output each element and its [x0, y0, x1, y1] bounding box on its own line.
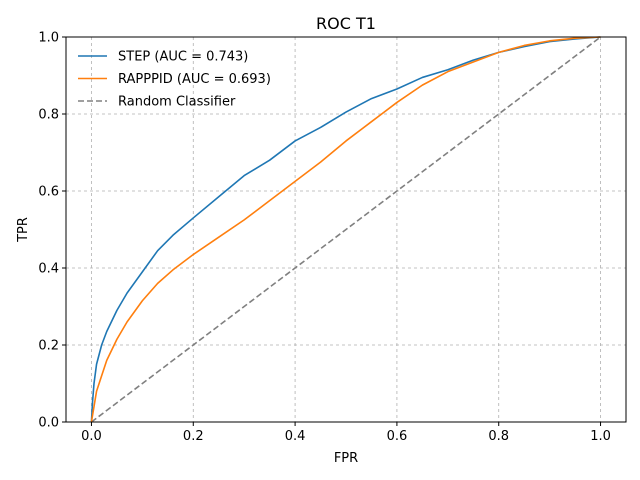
y-tick-label: 0.4 [38, 262, 59, 277]
x-tick-label: 0.4 [285, 429, 306, 444]
y-tick-label: 1.0 [38, 31, 59, 46]
chart-title: ROC T1 [316, 14, 376, 33]
y-tick-label: 0.6 [38, 185, 59, 200]
y-tick-label: 0.0 [38, 416, 59, 431]
plot-frame [65, 36, 627, 423]
x-axis-title: FPR [334, 451, 358, 466]
legend-label-1: RAPPPID (AUC = 0.693) [118, 72, 271, 87]
series-line-1 [90, 36, 601, 423]
legend: STEP (AUC = 0.743) RAPPPID (AUC = 0.693) R… [78, 50, 271, 110]
series-layer [90, 36, 602, 423]
x-tick-label: 0.2 [183, 429, 204, 444]
x-tick-label: 0.6 [387, 429, 408, 444]
x-tick-label: 0.8 [488, 429, 509, 444]
tick-layer: 0.0 0.2 0.4 0.6 0.8 1.0 0.0 0.2 0.4 0.6 0.8 1.0 [38, 31, 611, 445]
legend-label-0: STEP (AUC = 0.743) [118, 50, 248, 65]
y-axis-title: TPR [16, 217, 31, 243]
x-tick-label: 1.0 [590, 429, 611, 444]
series-line-2 [90, 36, 602, 423]
y-tick-label: 0.2 [38, 339, 59, 354]
y-tick-label: 0.8 [38, 108, 59, 123]
grid-layer [66, 36, 626, 423]
series-line-0 [90, 36, 601, 423]
x-tick-label: 0.0 [81, 429, 102, 444]
legend-label-2: Random Classifier [118, 95, 236, 110]
